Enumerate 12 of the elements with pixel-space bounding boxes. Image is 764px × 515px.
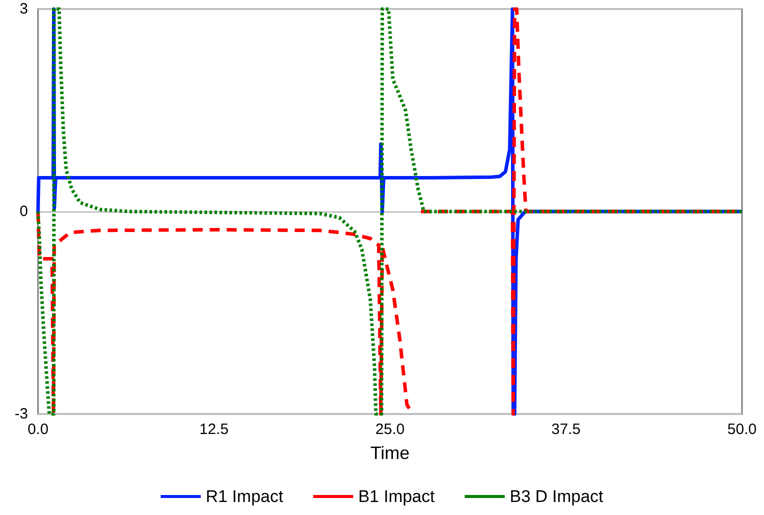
- x-tick-label: 37.5: [551, 421, 581, 438]
- x-tick-label: 12.5: [199, 421, 229, 438]
- y-tick-label: -3: [14, 406, 28, 422]
- legend-label: B1 Impact: [358, 487, 436, 506]
- y-tick-label: 3: [20, 0, 28, 18]
- legend-label: B3 D Impact: [510, 487, 604, 506]
- legend-label: R1 Impact: [206, 487, 284, 506]
- x-axis-title: Time: [370, 443, 410, 463]
- x-tick-label: 0.0: [28, 421, 48, 438]
- x-tick-label: 25.0: [375, 421, 405, 438]
- y-tick-label: 0: [20, 203, 28, 220]
- x-tick-label: 50.0: [727, 421, 757, 438]
